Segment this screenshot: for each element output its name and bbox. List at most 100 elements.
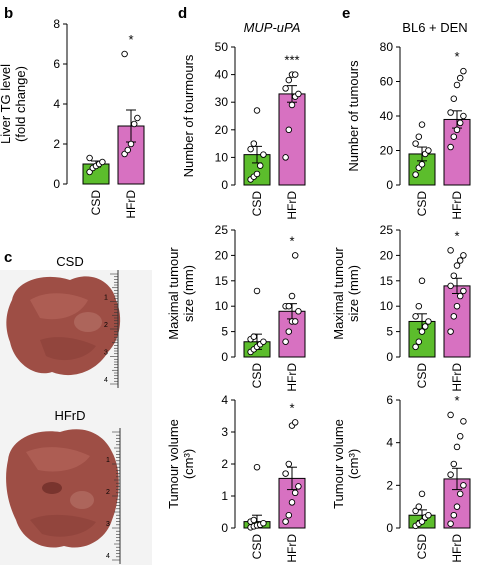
- data-point: [285, 460, 293, 468]
- chart-d-tumour-volume: 0 1 2 3 4 Tumour volume (cm³) CSD HFrD *: [166, 393, 306, 563]
- y-tick-label: 8: [53, 17, 60, 31]
- data-point: [425, 511, 432, 519]
- ruler-number: 4: [104, 377, 108, 384]
- y-tick-label: 15: [215, 274, 229, 288]
- data-point: [285, 76, 293, 84]
- data-point: [450, 95, 458, 102]
- data-point: [412, 507, 419, 515]
- data-point: [124, 146, 132, 154]
- y-axis-label: Number of tumours: [346, 60, 361, 172]
- y-tick-label: 0: [221, 521, 228, 535]
- data-point: [456, 292, 464, 300]
- y-tick-label: 25: [215, 223, 229, 237]
- x-tick-label: HFrD: [285, 363, 299, 392]
- data-point: [453, 503, 461, 510]
- data-point: [253, 287, 261, 295]
- significance-star: *: [128, 32, 133, 47]
- data-point: [460, 112, 467, 120]
- data-point: [295, 90, 302, 98]
- data-point: [250, 333, 258, 340]
- panel-letter-d: d: [178, 5, 187, 22]
- y-tick-label: 80: [380, 40, 394, 54]
- y-tick-label: 5: [386, 325, 393, 339]
- y-tick-label: 0: [53, 177, 60, 191]
- data-point: [288, 101, 296, 109]
- data-point: [86, 154, 93, 162]
- x-tick-label: CSD: [89, 190, 103, 216]
- data-point: [291, 71, 299, 78]
- data-point: [460, 418, 467, 425]
- data-point: [282, 470, 289, 477]
- data-point: [447, 471, 454, 478]
- data-point: [247, 145, 254, 153]
- ruler-number: 1: [104, 295, 108, 302]
- ruler-number: 3: [106, 521, 110, 528]
- y-tick-label: 30: [215, 95, 229, 109]
- bar-hfrd: [278, 93, 306, 186]
- data-point: [282, 154, 289, 161]
- data-point: [253, 107, 261, 114]
- data-point: [447, 520, 454, 527]
- data-point: [285, 328, 293, 335]
- y-axis-label: size (mm): [181, 265, 196, 322]
- y-tick-label: 2: [221, 457, 228, 471]
- data-point: [295, 308, 302, 315]
- y-axis-label: (cm³): [346, 449, 361, 479]
- y-axis-label: Tumour volume: [331, 419, 346, 509]
- data-point: [295, 483, 302, 490]
- data-point: [447, 328, 454, 335]
- y-tick-label: 15: [380, 274, 394, 288]
- y-axis-label: Liver TG level: [0, 64, 13, 144]
- data-point: [121, 50, 128, 58]
- y-tick-label: 20: [215, 123, 229, 137]
- y-tick-label: 40: [215, 68, 229, 82]
- data-point: [460, 67, 467, 75]
- data-point: [415, 338, 423, 346]
- y-tick-label: 20: [380, 248, 394, 262]
- significance-star: *: [454, 49, 459, 64]
- data-point: [453, 126, 461, 134]
- data-point: [415, 503, 423, 510]
- data-point: [453, 81, 461, 89]
- data-point: [282, 518, 289, 525]
- data-point: [250, 140, 258, 147]
- y-tick-label: 20: [215, 248, 229, 262]
- data-point: [453, 262, 461, 269]
- data-point: [288, 292, 296, 300]
- data-point: [288, 499, 296, 506]
- data-point: [453, 302, 461, 310]
- data-point: [285, 126, 293, 134]
- y-axis-label: Tumour volume: [166, 419, 181, 509]
- ruler-number: 1: [106, 457, 110, 464]
- chart-d-tumour-number: 0 10 20 30 40 50 Number of tourmours CSD HFrD ***: [181, 40, 306, 220]
- chart-e-tumour-volume: 0 2 4 6 Tumour volume (cm³) CSD HFrD *: [331, 393, 471, 563]
- y-tick-label: 10: [215, 299, 229, 313]
- y-axis-label: (fold change): [13, 66, 28, 142]
- liver-photo-panel: CSD HFrD 1 2 3 4 1 2 3 4: [0, 254, 152, 565]
- ruler-number: 3: [104, 350, 108, 357]
- y-tick-label: 50: [215, 40, 229, 54]
- data-point: [456, 257, 464, 264]
- y-tick-label: 20: [380, 144, 394, 158]
- data-point: [460, 482, 467, 489]
- data-point: [415, 302, 423, 310]
- title-e: BL6 + DEN: [402, 20, 467, 35]
- y-tick-label: 2: [53, 137, 60, 151]
- x-tick-label: HFrD: [285, 534, 299, 563]
- y-tick-label: 4: [386, 436, 393, 450]
- x-tick-label: CSD: [415, 363, 429, 389]
- data-point: [412, 171, 419, 178]
- data-point: [418, 277, 426, 285]
- ruler-csd: 1 2 3 4: [104, 270, 119, 388]
- data-point: [130, 120, 138, 128]
- data-point: [412, 140, 419, 147]
- x-tick-label: CSD: [250, 363, 264, 389]
- x-tick-label: HFrD: [450, 534, 464, 563]
- y-tick-label: 5: [221, 325, 228, 339]
- y-tick-label: 0: [386, 521, 393, 535]
- x-tick-label: HFrD: [450, 363, 464, 392]
- data-point: [450, 313, 458, 320]
- y-tick-label: 6: [53, 57, 60, 71]
- x-tick-label: CSD: [250, 191, 264, 217]
